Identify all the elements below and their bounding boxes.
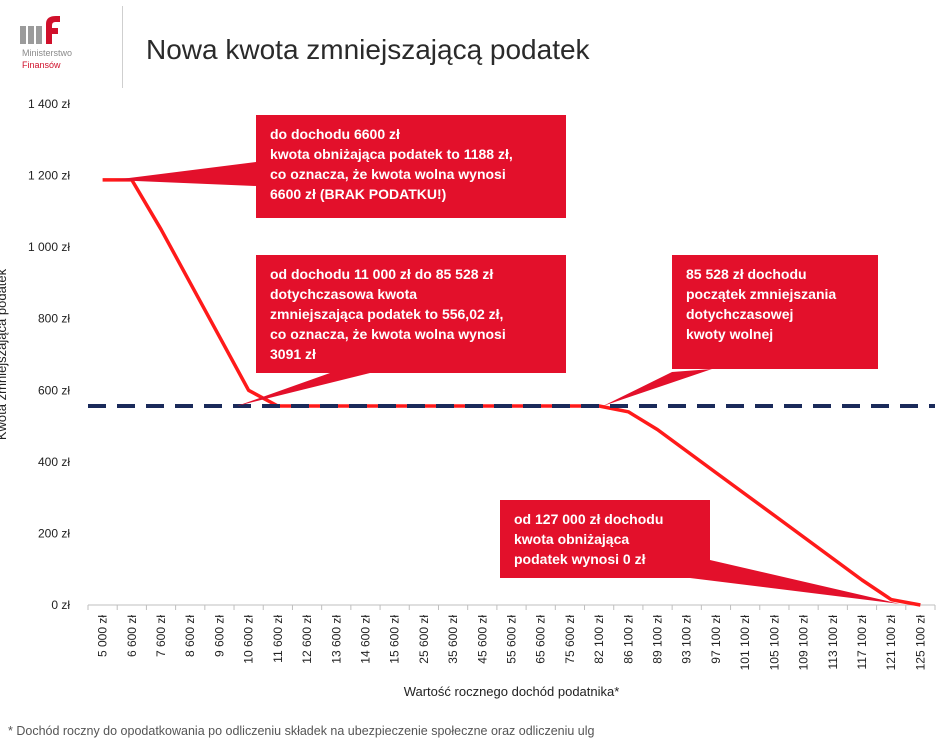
logo-mark-icon <box>20 16 60 44</box>
x-tick-label: 113 100 zł <box>826 615 840 670</box>
callout-pointer <box>237 373 370 406</box>
x-tick-label: 93 100 zł <box>680 615 694 664</box>
callout-text-line: dotychczasowej <box>686 306 793 322</box>
x-tick-label: 6 600 zł <box>125 615 139 657</box>
x-tick-label: 97 100 zł <box>709 615 723 664</box>
y-tick-label: 800 zł <box>38 312 70 326</box>
callout-text-line: od 127 000 zł dochodu <box>514 511 663 527</box>
y-tick-label: 1 200 zł <box>28 169 70 183</box>
logo-text-ministry: Ministerstwo <box>22 48 73 58</box>
callout-text-line: co oznacza, że kwota wolna wynosi <box>270 166 506 182</box>
x-tick-label: 109 100 zł <box>797 615 811 671</box>
x-tick-label: 75 600 zł <box>563 615 577 664</box>
callout-rect <box>256 255 566 373</box>
callout-text-line: 3091 zł <box>270 346 316 362</box>
callout-text-line: 6600 zł (BRAK PODATKU!) <box>270 186 446 202</box>
x-tick-label: 105 100 zł <box>767 615 781 671</box>
callout-text-line: dotychczasowa kwota <box>270 286 417 302</box>
x-tick-label: 15 600 zł <box>388 615 402 664</box>
x-tick-label: 117 100 zł <box>855 615 869 670</box>
x-tick-label: 101 100 zł <box>738 615 752 671</box>
x-tick-label: 7 600 zł <box>154 615 168 657</box>
y-tick-label: 200 zł <box>38 526 70 540</box>
y-tick-label: 400 zł <box>38 455 70 469</box>
x-tick-label: 5 000 zł <box>96 615 110 657</box>
callout-text-line: podatek wynosi 0 zł <box>514 551 646 567</box>
callout-text-line: do dochodu 6600 zł <box>270 126 400 142</box>
x-tick-label: 55 600 zł <box>505 615 519 664</box>
x-tick-label: 25 600 zł <box>417 615 431 664</box>
y-tick-label: 1 000 zł <box>28 240 70 254</box>
x-tick-label: 14 600 zł <box>358 615 372 664</box>
x-tick-label: 45 600 zł <box>475 615 489 664</box>
callout-text-line: 85 528 zł dochodu <box>686 266 807 282</box>
x-tick-label: 12 600 zł <box>300 615 314 664</box>
logo-text-finance: Finansów <box>22 60 61 70</box>
x-tick-label: 65 600 zł <box>534 615 548 664</box>
x-tick-label: 8 600 zł <box>183 615 197 657</box>
x-tick-label: 11 600 zł <box>271 615 285 663</box>
footnote: * Dochód roczny do opodatkowania po odli… <box>8 724 595 738</box>
callout-box: od dochodu 11 000 zł do 85 528 zł dotychc… <box>237 255 566 406</box>
callout-text-line: kwota obniżająca podatek to 1188 zł, <box>270 146 513 162</box>
x-tick-label: 10 600 zł <box>242 615 256 664</box>
income-tax-chart: 0 zł 200 zł 400 zł 600 zł 800 zł 1 000 zł 1 20… <box>0 97 936 699</box>
x-tick-label: 13 600 zł <box>329 615 343 664</box>
y-axis-title: Kwota zmniejszająca podatek <box>0 268 9 440</box>
callout-text-line: co oznacza, że kwota wolna wynosi <box>270 326 506 342</box>
x-tick-label: 82 100 zł <box>592 615 606 664</box>
callout-rect <box>256 115 566 218</box>
x-tick-label: 125 100 zł <box>913 615 927 671</box>
x-axis-title: Wartość rocznego dochód podatnika* <box>404 684 620 699</box>
y-tick-label: 1 400 zł <box>28 97 70 111</box>
ministry-logo: Ministerstwo Finansów <box>18 14 108 74</box>
x-tick-label: 86 100 zł <box>621 615 635 664</box>
callout-box: do dochodu 6600 zł kwota obniżająca podat… <box>113 115 566 218</box>
callout-text-line: kwota obniżająca <box>514 531 629 547</box>
callout-text-line: zmniejszająca podatek to 556,02 zł, <box>270 306 503 322</box>
x-tick-label: 89 100 zł <box>651 615 665 664</box>
y-tick-label: 600 zł <box>38 383 70 397</box>
callout-box: od 127 000 zł dochodu kwota obniżająca pod… <box>500 500 900 604</box>
y-tick-label: 0 zł <box>51 598 70 612</box>
x-tick-label: 35 600 zł <box>446 615 460 664</box>
x-tick-label: 9 600 zł <box>212 615 226 657</box>
callout-box: 85 528 zł dochodu początek zmniejszania do… <box>603 255 878 406</box>
header-divider <box>122 6 123 88</box>
x-tick-label: 121 100 zł <box>884 615 898 671</box>
callout-pointer <box>113 162 256 186</box>
callout-text-line: kwoty wolnej <box>686 326 773 342</box>
page-title: Nowa kwota zmniejszającą podatek <box>146 34 590 65</box>
callout-text-line: od dochodu 11 000 zł do 85 528 zł <box>270 266 493 282</box>
callout-pointer <box>603 369 712 406</box>
callout-text-line: początek zmniejszania <box>686 286 836 302</box>
callout-rect <box>672 255 878 369</box>
callout-pointer <box>690 560 900 604</box>
callout-rect <box>500 500 710 578</box>
